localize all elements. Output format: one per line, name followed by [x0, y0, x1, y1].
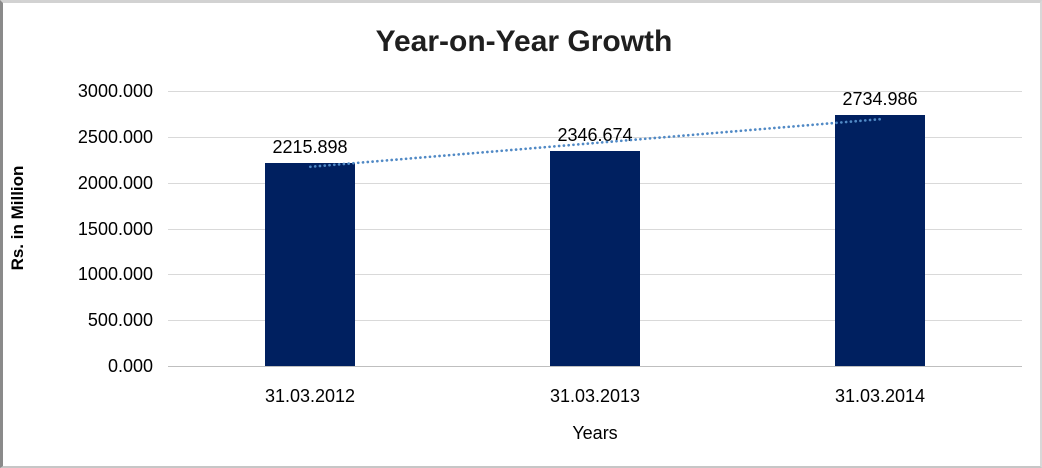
bar-value-label: 2734.986 — [842, 89, 918, 109]
y-tick-label: 0.000 — [107, 356, 153, 376]
x-tick-label: 31.03.2013 — [549, 386, 641, 406]
y-axis-title: Rs. in Million — [8, 165, 27, 271]
y-tick-label: 1000.000 — [77, 264, 153, 284]
y-tick-label: 500.000 — [87, 310, 153, 330]
y-tick-label: 2500.000 — [77, 127, 153, 147]
bar-value-label: 2215.898 — [272, 137, 348, 157]
x-axis-title: Years — [572, 423, 618, 443]
y-tick-label: 1500.000 — [77, 219, 153, 239]
x-tick-label: 31.03.2012 — [264, 386, 356, 406]
chart-title: Year-on-Year Growth — [375, 25, 673, 58]
gridline — [168, 91, 1022, 92]
y-tick-label: 2000.000 — [77, 173, 153, 193]
bar — [835, 115, 925, 366]
x-tick-label: 31.03.2014 — [834, 386, 926, 406]
y-tick-label: 3000.000 — [77, 81, 153, 101]
bar-value-label: 2346.674 — [557, 125, 633, 145]
gridline — [168, 366, 1022, 367]
bar — [265, 163, 355, 366]
bar — [550, 151, 640, 366]
